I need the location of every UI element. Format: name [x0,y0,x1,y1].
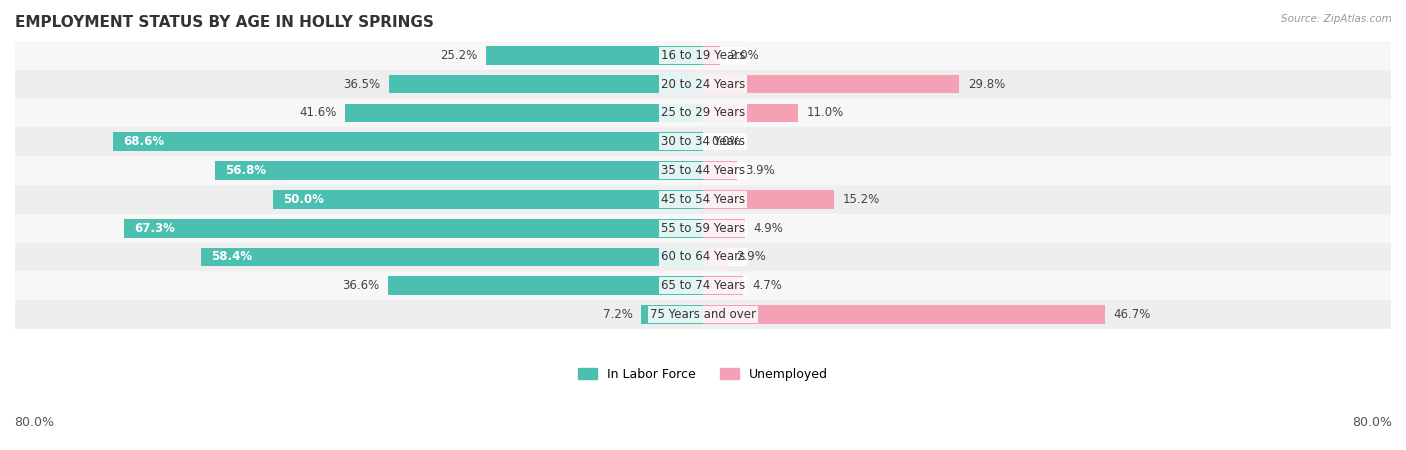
Text: 35 to 44 Years: 35 to 44 Years [661,164,745,177]
Bar [112,132,703,151]
Bar [15,271,1391,300]
Bar [703,305,1105,324]
Bar [703,248,728,266]
Text: 2.0%: 2.0% [728,49,759,62]
Text: 65 to 74 Years: 65 to 74 Years [661,279,745,292]
Text: 36.5%: 36.5% [343,77,381,90]
Bar [215,161,703,180]
Bar [15,214,1391,243]
Bar [273,190,703,209]
Text: 58.4%: 58.4% [211,251,252,264]
Bar [15,300,1391,329]
Text: 80.0%: 80.0% [14,417,53,429]
Text: 30 to 34 Years: 30 to 34 Years [661,135,745,148]
Text: 25 to 29 Years: 25 to 29 Years [661,106,745,119]
Bar [15,41,1391,70]
Text: 60 to 64 Years: 60 to 64 Years [661,251,745,264]
Bar [703,46,720,65]
Bar [15,127,1391,156]
Bar [15,99,1391,127]
Text: 15.2%: 15.2% [842,193,880,206]
Bar [703,104,797,122]
Text: 3.9%: 3.9% [745,164,775,177]
Bar [703,276,744,295]
Bar [703,190,834,209]
Bar [15,156,1391,185]
Bar [703,219,745,238]
Text: 16 to 19 Years: 16 to 19 Years [661,49,745,62]
Bar [15,70,1391,99]
Bar [486,46,703,65]
Text: 29.8%: 29.8% [967,77,1005,90]
Text: 36.6%: 36.6% [343,279,380,292]
Text: 46.7%: 46.7% [1114,308,1150,321]
Text: 55 to 59 Years: 55 to 59 Years [661,222,745,234]
Text: 4.9%: 4.9% [754,222,783,234]
Bar [703,161,737,180]
Text: 50.0%: 50.0% [284,193,325,206]
Text: 25.2%: 25.2% [440,49,478,62]
Text: 11.0%: 11.0% [806,106,844,119]
Text: 2.9%: 2.9% [737,251,766,264]
Bar [15,243,1391,271]
Text: 20 to 24 Years: 20 to 24 Years [661,77,745,90]
Text: 56.8%: 56.8% [225,164,266,177]
Bar [124,219,703,238]
Bar [389,75,703,94]
Bar [641,305,703,324]
Text: 67.3%: 67.3% [135,222,176,234]
Text: 75 Years and over: 75 Years and over [650,308,756,321]
Bar [15,185,1391,214]
Bar [201,248,703,266]
Text: 7.2%: 7.2% [603,308,633,321]
Bar [388,276,703,295]
Text: 0.0%: 0.0% [711,135,741,148]
Text: Source: ZipAtlas.com: Source: ZipAtlas.com [1281,14,1392,23]
Text: 41.6%: 41.6% [299,106,336,119]
Text: 80.0%: 80.0% [1353,417,1392,429]
Text: 45 to 54 Years: 45 to 54 Years [661,193,745,206]
Legend: In Labor Force, Unemployed: In Labor Force, Unemployed [572,363,834,386]
Text: EMPLOYMENT STATUS BY AGE IN HOLLY SPRINGS: EMPLOYMENT STATUS BY AGE IN HOLLY SPRING… [15,15,434,30]
Bar [703,75,959,94]
Text: 68.6%: 68.6% [124,135,165,148]
Bar [346,104,703,122]
Text: 4.7%: 4.7% [752,279,782,292]
